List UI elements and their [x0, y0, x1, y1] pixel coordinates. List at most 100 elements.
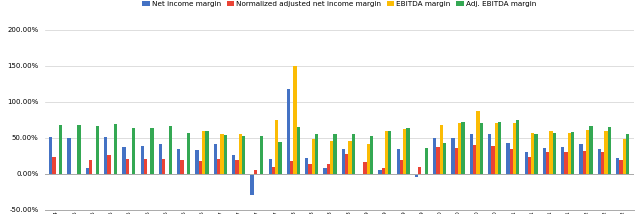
Bar	[589, 126, 593, 174]
Bar	[370, 136, 373, 174]
Bar	[388, 131, 392, 174]
Legend: Net income margin, Normalized adjusted net income margin, EBITDA margin, Adj. EB: Net income margin, Normalized adjusted n…	[143, 1, 536, 7]
Bar	[351, 134, 355, 174]
Bar	[275, 120, 278, 174]
Bar	[95, 126, 99, 174]
Bar	[239, 134, 242, 174]
Bar	[528, 157, 531, 174]
Bar	[217, 159, 220, 174]
Bar	[458, 123, 461, 174]
Bar	[425, 148, 428, 174]
Bar	[626, 134, 629, 174]
Bar	[488, 134, 492, 174]
Bar	[253, 170, 257, 174]
Bar	[202, 131, 205, 174]
Bar	[114, 124, 117, 174]
Bar	[498, 122, 501, 174]
Bar	[214, 144, 217, 174]
Bar	[451, 138, 455, 174]
Bar	[141, 146, 144, 174]
Bar	[327, 164, 330, 174]
Bar	[440, 125, 443, 174]
Bar	[49, 137, 52, 174]
Bar	[144, 159, 147, 174]
Bar	[86, 168, 89, 174]
Bar	[598, 149, 601, 174]
Bar	[345, 154, 348, 174]
Bar	[586, 130, 589, 174]
Bar	[162, 159, 166, 174]
Bar	[125, 159, 129, 174]
Bar	[122, 147, 125, 174]
Bar	[250, 174, 253, 195]
Bar	[312, 139, 315, 174]
Bar	[159, 144, 162, 174]
Bar	[272, 166, 275, 174]
Bar	[436, 147, 440, 174]
Bar	[470, 134, 473, 174]
Bar	[236, 160, 239, 174]
Bar	[397, 149, 400, 174]
Bar	[169, 126, 172, 174]
Bar	[513, 123, 516, 174]
Bar	[132, 128, 136, 174]
Bar	[104, 137, 108, 174]
Bar	[150, 128, 154, 174]
Bar	[616, 158, 620, 174]
Bar	[305, 158, 308, 174]
Bar	[623, 138, 626, 174]
Bar	[195, 150, 199, 174]
Bar	[367, 144, 370, 174]
Bar	[333, 134, 337, 174]
Bar	[406, 128, 410, 174]
Bar	[506, 143, 509, 174]
Bar	[378, 170, 381, 174]
Bar	[601, 152, 604, 174]
Bar	[509, 149, 513, 174]
Bar	[323, 168, 327, 174]
Bar	[290, 161, 294, 174]
Bar	[330, 141, 333, 174]
Bar	[287, 89, 290, 174]
Bar	[52, 157, 56, 174]
Bar	[479, 123, 483, 174]
Bar	[534, 134, 538, 174]
Bar	[381, 168, 385, 174]
Bar	[455, 148, 458, 174]
Bar	[583, 152, 586, 174]
Bar	[473, 145, 476, 174]
Bar	[223, 135, 227, 174]
Bar	[77, 125, 81, 174]
Bar	[187, 133, 190, 174]
Bar	[443, 143, 446, 174]
Bar	[561, 147, 564, 174]
Bar	[180, 160, 184, 174]
Bar	[546, 152, 550, 174]
Bar	[553, 133, 556, 174]
Bar	[604, 131, 607, 174]
Bar	[297, 127, 300, 174]
Bar	[269, 159, 272, 174]
Bar	[415, 174, 418, 177]
Bar	[607, 127, 611, 174]
Bar	[525, 152, 528, 174]
Bar	[403, 129, 406, 174]
Bar	[232, 155, 236, 174]
Bar	[571, 132, 574, 174]
Bar	[342, 149, 345, 174]
Bar	[495, 123, 498, 174]
Bar	[242, 136, 245, 174]
Bar	[108, 155, 111, 174]
Bar	[315, 134, 318, 174]
Bar	[531, 133, 534, 174]
Bar	[199, 161, 202, 174]
Bar	[579, 144, 583, 174]
Bar	[492, 146, 495, 174]
Bar	[348, 141, 351, 174]
Bar	[400, 160, 403, 174]
Bar	[461, 122, 465, 174]
Bar	[308, 164, 312, 174]
Bar	[220, 134, 223, 174]
Bar	[564, 152, 568, 174]
Bar	[294, 66, 297, 174]
